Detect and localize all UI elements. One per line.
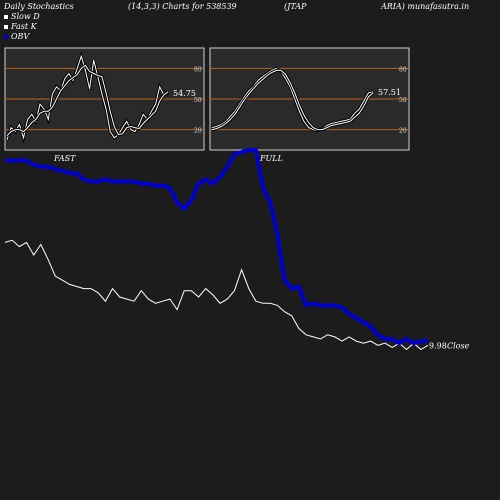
full-slow-d-line (211, 69, 374, 131)
fast-fast-k-line (6, 54, 169, 140)
legend-obv: OBV (4, 32, 29, 41)
legend-slow-d-label: Slow D (11, 12, 40, 21)
obv-line (5, 148, 428, 346)
legend-fast-k-label: Fast K (11, 22, 37, 31)
full-band-label-50: 50 (399, 97, 407, 104)
fast-band-label-80: 80 (194, 66, 202, 73)
full-band-label-20: 20 (399, 128, 407, 135)
full-fast-k-line (211, 67, 374, 132)
legend-obv-label: OBV (11, 32, 30, 41)
full-last-value-label: 57.51 (378, 88, 401, 97)
close-series-label: Close (447, 341, 470, 350)
fast-last-value-label: 54.75 (173, 89, 196, 98)
legend-fast-k: Fast K (4, 22, 37, 31)
legend-slow-d-swatch (4, 15, 8, 19)
legend-obv-swatch (4, 35, 8, 39)
fast-band-label-50: 50 (194, 97, 202, 104)
full-panel-label: FULL (259, 154, 283, 163)
legend-fast-k-swatch (4, 25, 8, 29)
full-band-label-80: 80 (399, 66, 407, 73)
legend-slow-d: Slow D (4, 12, 40, 21)
fast-band-label-20: 20 (194, 128, 202, 135)
fast-panel-label: FAST (53, 154, 76, 163)
close-price-line (4, 239, 429, 351)
chart-params: (14,3,3) Charts for 538539 (128, 2, 237, 11)
close-last-value-label: 9.98 (429, 341, 447, 350)
fast-slow-d-line (6, 64, 169, 137)
chart-title: Daily Stochastics (4, 2, 74, 11)
chart-symbol: (JTAP (284, 2, 307, 11)
chart-source: ARIA) munafasutra.in (381, 2, 470, 11)
